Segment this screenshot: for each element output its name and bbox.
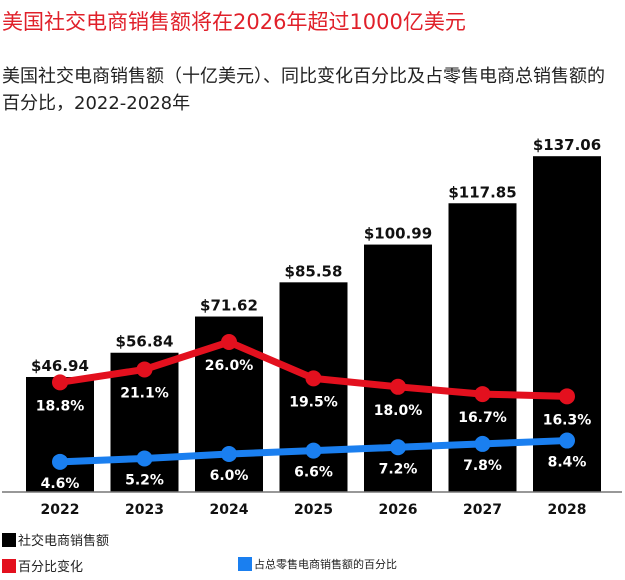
bar-2022	[26, 376, 94, 492]
x-tick-label: 2024	[210, 502, 249, 518]
line-point	[559, 432, 575, 449]
line-value-label: 19.5%	[289, 394, 338, 410]
legend-swatch-blue	[238, 557, 252, 571]
line-value-label: 26.0%	[205, 358, 254, 374]
line-point	[559, 388, 575, 405]
legend-change: 百分比变化	[2, 556, 83, 575]
line-value-label: 7.8%	[463, 458, 502, 474]
line-value-label: 16.3%	[543, 412, 592, 428]
line-value-label: 21.1%	[120, 385, 169, 401]
legend-label: 社交电商销售额	[18, 534, 110, 549]
line-value-label: 18.8%	[36, 398, 85, 414]
bar-value-label: $137.06	[533, 136, 601, 154]
line-point	[136, 361, 153, 378]
line-point	[136, 450, 153, 467]
legend-sales: 社交电商销售额	[2, 530, 109, 549]
line-value-label: 8.4%	[548, 455, 587, 471]
x-tick-label: 2023	[125, 502, 164, 518]
line-value-label: 4.6%	[41, 476, 80, 492]
bar-value-label: $71.62	[200, 297, 258, 315]
bar-value-label: $56.84	[116, 333, 174, 351]
line-value-label: 7.2%	[379, 461, 418, 477]
line-value-label: 5.2%	[125, 472, 164, 488]
line-value-label: 18.0%	[374, 403, 423, 419]
line-value-label: 16.7%	[458, 410, 507, 426]
bar-value-label: $100.99	[364, 225, 432, 243]
line-point	[221, 446, 237, 462]
line-value-label: 6.6%	[294, 465, 333, 481]
x-tick-label: 2026	[379, 502, 418, 518]
legend-label: 占总零售电商销售额的百分比	[254, 558, 397, 571]
bar-value-label: $85.58	[285, 262, 343, 280]
line-point	[474, 386, 491, 403]
line-point	[305, 442, 322, 459]
x-tick-label: 2025	[294, 502, 333, 518]
chart-title: 美国社交电商销售额将在2026年超过1000亿美元	[2, 10, 466, 34]
line-point	[474, 435, 491, 452]
bar-2025	[279, 282, 348, 492]
line-point	[390, 378, 406, 395]
bar-value-label: $46.94	[31, 357, 89, 375]
line-point	[305, 370, 322, 387]
x-tick-label: 2022	[41, 502, 80, 518]
legend-share: 占总零售电商销售额的百分比	[238, 556, 397, 572]
line-point	[52, 374, 68, 391]
legend-swatch-black	[2, 532, 16, 547]
legend-label: 百分比变化	[18, 560, 84, 575]
line-value-label: 6.0%	[210, 468, 249, 484]
x-tick-label: 2027	[463, 502, 502, 518]
line-point	[52, 453, 68, 470]
bar-value-label: $117.85	[448, 183, 516, 201]
line-point	[390, 439, 406, 456]
line-point	[221, 334, 237, 350]
chart-subtitle: 美国社交电商销售额（十亿美元）、同比变化百分比及占零售电商总销售额的百分比，20…	[2, 66, 605, 114]
x-tick-label: 2028	[548, 502, 587, 518]
legend-swatch-red	[2, 558, 16, 573]
